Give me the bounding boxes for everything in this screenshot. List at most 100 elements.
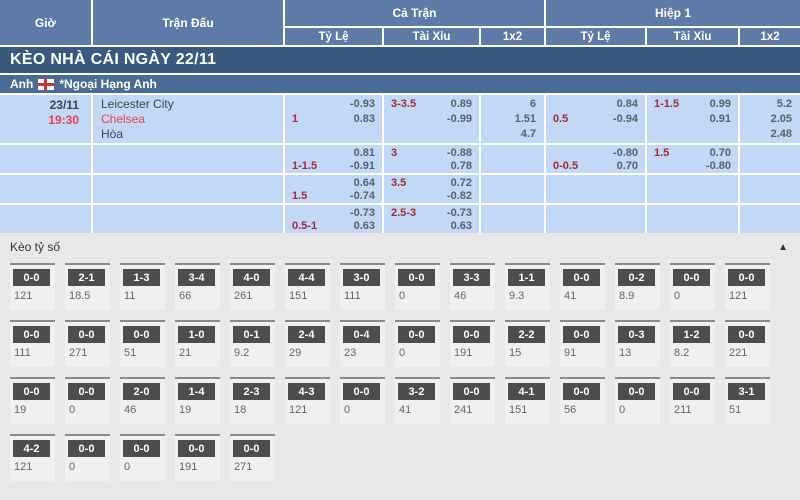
score-cell[interactable]: 0-0 0	[65, 434, 110, 481]
h1-handicap-cell[interactable]	[546, 175, 645, 203]
ft-over-under-cell[interactable]: 2.5-3 -0.73 0.63	[384, 205, 479, 233]
score-cell[interactable]: 1-1 9.3	[505, 263, 550, 310]
odds-value: 0.63	[353, 220, 375, 232]
h1-over-under-cell[interactable]	[647, 205, 738, 233]
score-cell[interactable]: 3-4 66	[175, 263, 220, 310]
score-label: 0-0	[343, 383, 380, 400]
ft-handicap-cell[interactable]: 0.81 1-1.5 -0.91	[285, 145, 382, 173]
score-cell[interactable]: 1-0 21	[175, 320, 220, 367]
h1-handicap-cell[interactable]: 0.84 0.5 -0.94	[546, 95, 645, 143]
score-cell[interactable]: 0-0 0	[120, 434, 165, 481]
score-cell[interactable]: 2-1 18.5	[65, 263, 110, 310]
odds-value: 0.89	[450, 98, 472, 110]
score-odds-value: 19	[14, 404, 27, 416]
score-cell[interactable]: 3-3 46	[450, 263, 495, 310]
h1-1x2-cell[interactable]	[740, 145, 800, 173]
ft-over-under-cell[interactable]: 3 -0.88 0.78	[384, 145, 479, 173]
handicap-label: 0-0.5	[553, 160, 579, 172]
collapse-icon[interactable]: ▲	[778, 241, 788, 253]
h1-over-under-cell[interactable]	[647, 175, 738, 203]
h1-handicap-cell-line2: 0.5 -0.94	[553, 112, 638, 127]
score-cell[interactable]: 3-0 111	[340, 263, 385, 310]
score-odds-value: 21	[179, 347, 192, 359]
score-cell[interactable]: 0-0 271	[230, 434, 275, 481]
score-cell[interactable]: 0-0 0	[670, 263, 715, 310]
score-cell[interactable]: 0-0 211	[670, 377, 715, 424]
score-cell[interactable]: 0-0 51	[120, 320, 165, 367]
ft-1x2-cell[interactable]	[481, 175, 544, 203]
score-cell[interactable]: 0-0 0	[395, 263, 440, 310]
score-cell[interactable]: 0-0 19	[10, 377, 55, 424]
score-cell[interactable]: 0-0 111	[10, 320, 55, 367]
score-odds-value: 151	[509, 404, 528, 416]
odds-value: 0.99	[709, 98, 731, 110]
score-cell[interactable]: 0-4 23	[340, 320, 385, 367]
score-cell[interactable]: 0-0 121	[10, 263, 55, 310]
ft-handicap-cell[interactable]: -0.73 0.5-1 0.63	[285, 205, 382, 233]
score-cell[interactable]: 0-0 271	[65, 320, 110, 367]
score-cell[interactable]: 0-2 8.9	[615, 263, 660, 310]
score-cell[interactable]: 1-4 19	[175, 377, 220, 424]
ft-over-under-cell-line2: -0.82	[391, 190, 472, 203]
ft-handicap-cell[interactable]: -0.93 1 0.83	[285, 95, 382, 143]
odds-value: -0.80	[612, 147, 638, 159]
ft-over-under-cell[interactable]: 3-3.5 0.89 -0.99	[384, 95, 479, 143]
score-cell[interactable]: 0-0 0	[340, 377, 385, 424]
ft-handicap-cell[interactable]: 0.64 1.5 -0.74	[285, 175, 382, 203]
score-cell[interactable]: 0-0 91	[560, 320, 605, 367]
score-odds-value: 18	[234, 404, 247, 416]
score-cell[interactable]: 3-1 51	[725, 377, 770, 424]
score-label: 0-0	[398, 326, 435, 343]
score-cell[interactable]: 0-0 0	[615, 377, 660, 424]
score-cell[interactable]: 2-2 15	[505, 320, 550, 367]
score-cell[interactable]: 0-0 41	[560, 263, 605, 310]
score-cell[interactable]: 4-1 151	[505, 377, 550, 424]
score-cell[interactable]: 2-3 18	[230, 377, 275, 424]
score-cell[interactable]: 4-2 121	[10, 434, 55, 481]
score-cell[interactable]: 0-3 13	[615, 320, 660, 367]
ft-over-under-cell-line2: 0.63	[391, 220, 472, 233]
score-cell[interactable]: 0-0 191	[175, 434, 220, 481]
score-cell[interactable]: 2-0 46	[120, 377, 165, 424]
ft-1x2-cell[interactable]: 6 1.51 4.7	[481, 95, 544, 143]
ft-1x2-cell[interactable]	[481, 145, 544, 173]
odds-value: 0.63	[450, 220, 472, 232]
h1-1x2-cell[interactable]	[740, 175, 800, 203]
h1-1x2-cell[interactable]	[740, 205, 800, 233]
score-cell[interactable]: 0-0 241	[450, 377, 495, 424]
score-cell[interactable]: 0-0 221	[725, 320, 770, 367]
col-header-first-half: Hiệp 1	[546, 0, 800, 26]
score-odds-value: 19	[179, 404, 192, 416]
score-cell[interactable]: 4-4 151	[285, 263, 330, 310]
score-cell[interactable]: 0-1 9.2	[230, 320, 275, 367]
score-cell[interactable]: 1-3 11	[120, 263, 165, 310]
h1-handicap-cell-line2: 0-0.5 0.70	[553, 160, 638, 173]
score-cell[interactable]: 0-0 0	[65, 377, 110, 424]
score-cell[interactable]: 0-0 56	[560, 377, 605, 424]
score-label: 0-0	[178, 440, 215, 457]
score-cell[interactable]: 0-0 121	[725, 263, 770, 310]
col-header-h1-over-under: Tài Xỉu	[647, 28, 738, 45]
odds-value: 0.70	[616, 160, 638, 172]
ft-over-under-cell[interactable]: 3.5 0.72 -0.82	[384, 175, 479, 203]
score-odds-value: 261	[234, 290, 253, 302]
h1-over-under-cell[interactable]: 1-1.5 0.99 0.91	[647, 95, 738, 143]
score-cell[interactable]: 4-0 261	[230, 263, 275, 310]
score-odds-value: 111	[14, 347, 31, 359]
score-cell[interactable]: 0-0 0	[395, 320, 440, 367]
h1-1x2-cell[interactable]: 5.2 2.05 2.48	[740, 95, 800, 143]
score-label: 2-4	[288, 326, 325, 343]
score-cell[interactable]: 1-2 8.2	[670, 320, 715, 367]
ft-1x2-cell[interactable]	[481, 205, 544, 233]
h1-over-under-cell[interactable]: 1.5 0.70 -0.80	[647, 145, 738, 173]
score-cell[interactable]: 2-4 29	[285, 320, 330, 367]
score-label: 4-0	[233, 269, 270, 286]
score-cell[interactable]: 4-3 121	[285, 377, 330, 424]
score-cell[interactable]: 3-2 41	[395, 377, 440, 424]
score-label: 0-0	[13, 383, 50, 400]
score-cell[interactable]: 0-0 191	[450, 320, 495, 367]
h1-handicap-cell[interactable]: -0.80 0-0.5 0.70	[546, 145, 645, 173]
h1-handicap-cell[interactable]	[546, 205, 645, 233]
ft-over-under-cell-line1: 3 -0.88	[391, 147, 472, 160]
